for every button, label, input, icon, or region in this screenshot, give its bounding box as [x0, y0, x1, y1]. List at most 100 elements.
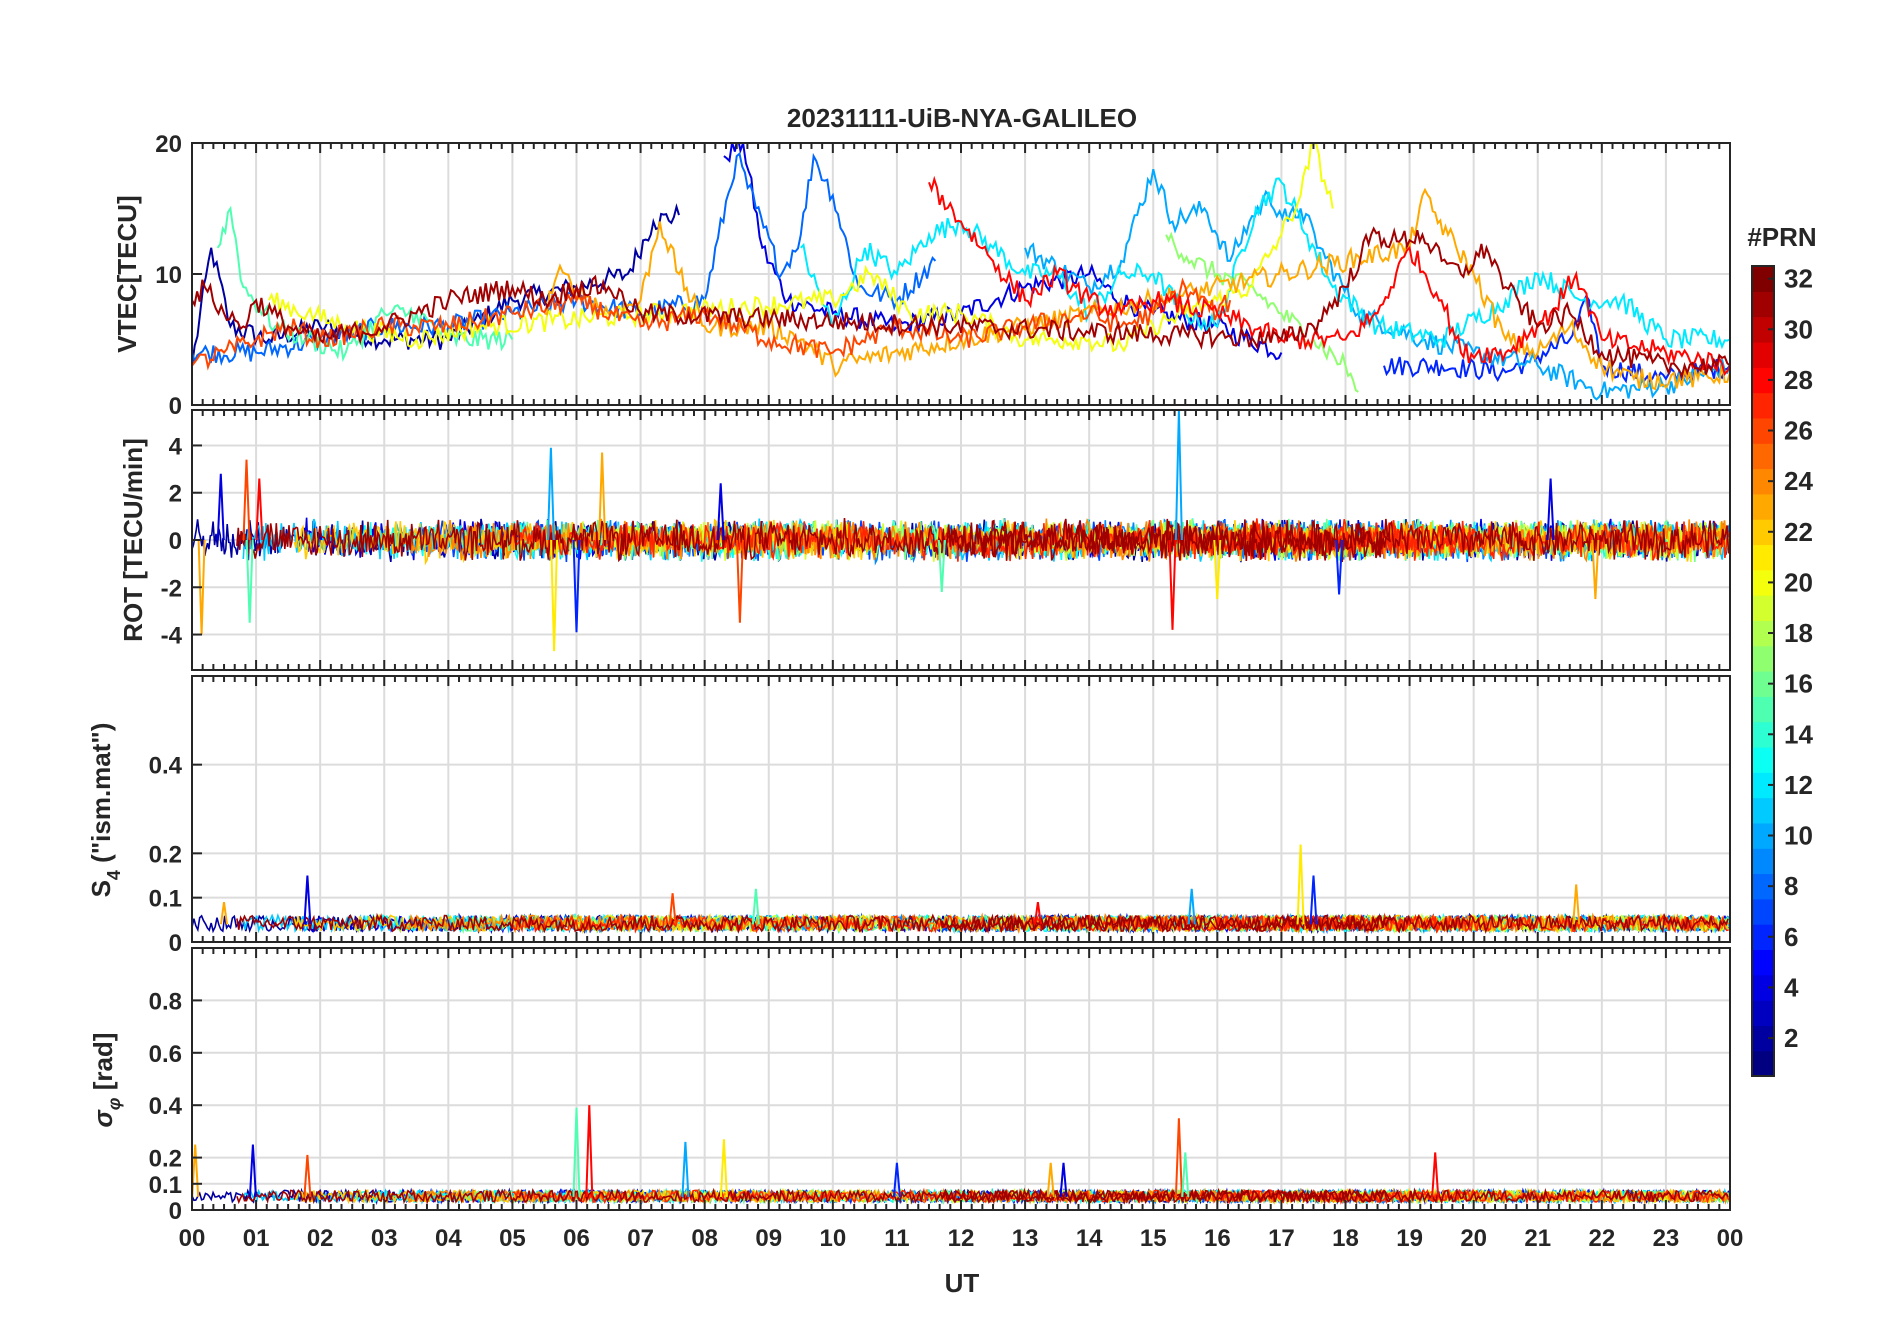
- vtec-series-prn-2: [192, 203, 680, 366]
- sigma_phi-series-prn-31: [941, 1187, 1729, 1205]
- colorbar-segment: [1752, 468, 1774, 495]
- rot-spike: [1546, 478, 1555, 541]
- colorbar-segment: [1752, 569, 1774, 596]
- x-tick-label: 14: [1076, 1225, 1103, 1252]
- vtec-series-prn-31: [192, 226, 1730, 380]
- colorbar-segment: [1752, 873, 1774, 900]
- vtec-panel: 0 10 20: [155, 131, 1731, 420]
- chart-title: 20231111-UiB-NYA-GALILEO: [787, 103, 1137, 133]
- rot-spike: [550, 539, 559, 652]
- x-tick-label: 17: [1268, 1225, 1295, 1252]
- colorbar-segment: [1752, 595, 1774, 621]
- vtec-y-tick-label: 0: [169, 393, 182, 420]
- x-tick-label: 20: [1460, 1225, 1487, 1252]
- x-tick-label: 05: [499, 1225, 526, 1252]
- colorbar-tick-label: 20: [1784, 567, 1813, 597]
- sigma_phi-spike: [892, 1162, 901, 1197]
- colorbar-segment: [1752, 645, 1774, 672]
- x-tick-label: 18: [1332, 1225, 1359, 1252]
- s4-spike: [1187, 888, 1196, 925]
- rot-spike: [735, 539, 744, 623]
- vtec-axis-label: VTEC[TECU]: [112, 195, 142, 352]
- x-tick-label: 00: [1717, 1225, 1744, 1252]
- colorbar-segment: [1752, 924, 1774, 951]
- colorbar-segment: [1752, 392, 1774, 419]
- sigma_phi-spike: [572, 1107, 581, 1197]
- x-tick-label: 22: [1588, 1225, 1615, 1252]
- vtec-series-prn-6: [1383, 294, 1730, 385]
- colorbar-tick-label: 26: [1784, 416, 1813, 446]
- colorbar-segment: [1752, 822, 1774, 849]
- rot-y-tick-label: 2: [169, 481, 182, 508]
- colorbar-frame: [1751, 265, 1775, 1077]
- x-tick-label: 21: [1524, 1225, 1551, 1252]
- rot-spike: [598, 452, 607, 541]
- colorbar-segment: [1752, 417, 1774, 444]
- colorbar-tick-label: 30: [1784, 314, 1813, 344]
- vtec-series-prn-10: [1024, 168, 1730, 401]
- svg-text:S4 ("ism.mat"): S4 ("ism.mat"): [86, 723, 124, 898]
- s4-series-prn-31: [941, 912, 1729, 935]
- rot-spike: [572, 539, 581, 633]
- sigma-phi-axis-label: σφ [rad]: [88, 1033, 124, 1128]
- rot-spike: [937, 539, 946, 593]
- sigma_phi-y-tick-label: 0.1: [149, 1172, 182, 1199]
- sigma-phi-panel: 00.10.2 0.4 0.6 0.8: [149, 947, 1731, 1225]
- s4-y-tick-label: 0.4: [149, 753, 183, 780]
- sigma_phi-spike: [681, 1141, 690, 1197]
- rot-spike: [242, 459, 251, 541]
- sigma_phi-y-tick-label: 0.6: [149, 1041, 182, 1068]
- s4-spike: [1296, 844, 1305, 925]
- s4-spike: [220, 901, 228, 925]
- sigma_phi-spike: [192, 1144, 200, 1197]
- s4-spike: [1572, 884, 1581, 925]
- rot-series-group: [192, 410, 1730, 652]
- x-tick-label: 02: [307, 1225, 334, 1252]
- x-tick-label: 04: [435, 1225, 462, 1252]
- x-tick-label: 16: [1204, 1225, 1231, 1252]
- colorbar-segment: [1752, 797, 1774, 824]
- colorbar-tick-label: 32: [1784, 264, 1813, 294]
- x-tick-labels: 00 01 02 03 04 05 06 07 08 09 10 11 12 13 14 15 16 17 18 19…: [179, 1225, 1744, 1252]
- colorbar-segment: [1752, 949, 1774, 976]
- sigma_phi-y-tick-label: 0.4: [149, 1093, 183, 1120]
- colorbar-segment: [1752, 493, 1774, 520]
- rot-spike: [1168, 539, 1177, 630]
- rot-spike: [1213, 539, 1222, 600]
- rot-y-tick-label: 0: [169, 528, 182, 555]
- colorbar-segment: [1752, 1000, 1774, 1026]
- rot-axis-label: ROT [TECU/min]: [118, 438, 148, 642]
- vtec-y-tick-label: 10: [155, 262, 182, 289]
- sigma_phi-spike: [303, 1154, 312, 1197]
- colorbar-segment: [1752, 898, 1774, 925]
- sigma_phi-y-tick-label: 0.2: [149, 1146, 182, 1173]
- x-tick-label: 06: [563, 1225, 590, 1252]
- rot-y-tick-label: -4: [161, 623, 183, 650]
- colorbar-tick-label: 6: [1784, 922, 1798, 952]
- vtec-series-prn-4: [723, 143, 1283, 361]
- colorbar-label: #PRN: [1747, 222, 1816, 252]
- rot-spike: [546, 447, 555, 541]
- vtec-series-prn-12: [800, 177, 1730, 350]
- sigma_phi-spike: [719, 1139, 728, 1197]
- colorbar-segment: [1752, 443, 1774, 470]
- s4-y-tick-label: 0.2: [149, 841, 182, 868]
- rot-spike: [1174, 410, 1183, 541]
- sigma_phi-series-prn-22: [294, 1187, 872, 1205]
- sigma_phi-series-prn-31: [236, 1187, 1391, 1206]
- colorbar-segment: [1752, 721, 1774, 748]
- sigma_phi-spike: [1174, 1118, 1183, 1197]
- x-tick-label: 10: [819, 1225, 846, 1252]
- s4-panel: 0 0.1 0.2 0.4: [149, 675, 1731, 957]
- rot-spike: [255, 478, 264, 541]
- rot-spike: [1591, 539, 1600, 600]
- sigma_phi-spike: [248, 1144, 257, 1197]
- x-tick-label: 03: [371, 1225, 398, 1252]
- colorbar-segment: [1752, 316, 1774, 343]
- colorbar-tick-label: 18: [1784, 618, 1813, 648]
- vtec-series-group: [192, 143, 1730, 401]
- rot-spike: [1335, 539, 1344, 595]
- colorbar-segment: [1752, 519, 1774, 546]
- colorbar-tick-label: 22: [1784, 517, 1813, 547]
